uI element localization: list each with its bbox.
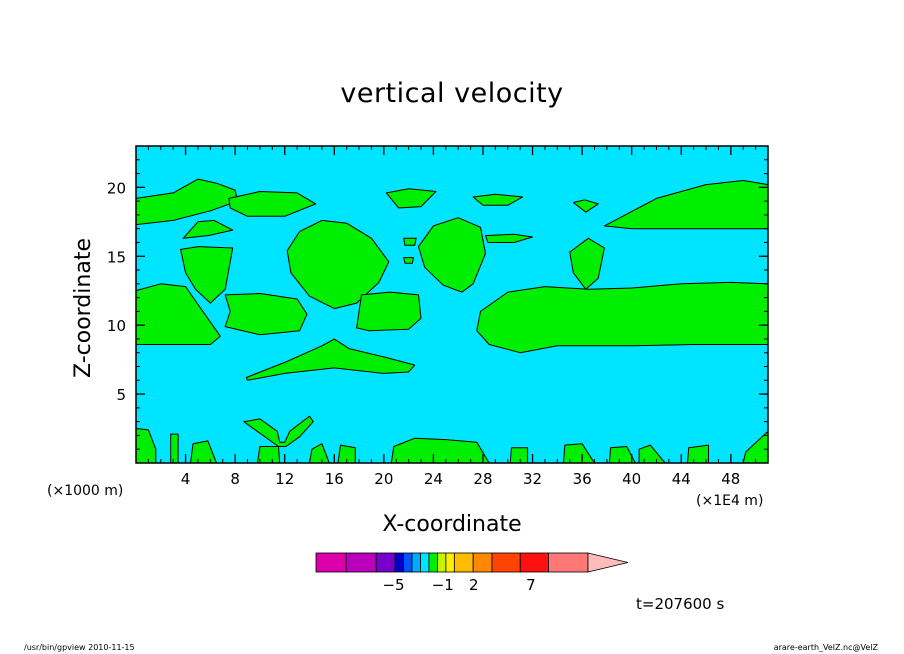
- colorbar-swatch: [519, 552, 549, 573]
- colorbar-swatch: [345, 552, 377, 573]
- contour-region-13: [485, 233, 533, 243]
- colorbar-label: 7: [526, 576, 536, 594]
- x-tick-label: 40: [622, 470, 641, 488]
- colorbar-swatch: [453, 552, 474, 573]
- footer-right: arare-earth_VelZ.nc@VelZ: [773, 643, 878, 652]
- contour-region-32: [687, 444, 709, 463]
- contour-region-31: [638, 444, 666, 463]
- colorbar-swatch: [403, 552, 413, 573]
- contour-regions: [136, 178, 768, 463]
- x-tick-label: 32: [523, 470, 542, 488]
- contour-region-14: [569, 237, 605, 290]
- x-axis-label: X-coordinate: [382, 512, 522, 537]
- x-tick-label: 4: [181, 470, 191, 488]
- contour-region-33: [742, 430, 768, 463]
- x-tick-label: 8: [230, 470, 240, 488]
- x-axis-unit-right: (×1E4 m): [696, 493, 764, 509]
- y-tick-label: 15: [107, 248, 126, 266]
- colorbar-swatch: [428, 552, 438, 573]
- colorbar-swatch: [445, 552, 455, 573]
- contour-region-28: [509, 447, 529, 463]
- time-label: t=207600 s: [636, 595, 725, 613]
- colorbar-swatch: [375, 552, 396, 573]
- contour-region-30: [608, 446, 636, 463]
- contour-region-26: [337, 444, 356, 463]
- contour-region-11: [403, 237, 417, 246]
- contour-region-19: [245, 338, 416, 381]
- contour-region-2: [228, 191, 317, 217]
- x-tick-label: 28: [473, 470, 492, 488]
- contour-region-1: [136, 178, 239, 226]
- x-tick-label: 12: [275, 470, 294, 488]
- contour-region-21: [136, 428, 157, 463]
- colorbar-swatch: [491, 552, 521, 573]
- y-tick-label: 10: [107, 317, 126, 335]
- contour-region-24: [256, 446, 281, 463]
- colorbar-extend-arrow: [587, 552, 629, 573]
- x-tick-label: 24: [424, 470, 443, 488]
- y-axis-label: Z-coordinate: [71, 238, 96, 378]
- contour-region-27: [390, 437, 490, 463]
- colorbar: −5 −1 2 7: [315, 552, 629, 594]
- contour-region-15: [136, 283, 221, 345]
- chart-title: vertical velocity: [340, 78, 564, 109]
- y-tick-label: 20: [107, 179, 126, 197]
- x-tick-label: 48: [721, 470, 740, 488]
- contour-region-25: [309, 443, 330, 463]
- contour-region-16: [224, 293, 308, 336]
- colorbar-label: 2: [469, 576, 479, 594]
- contour-region-29: [563, 443, 595, 463]
- contour-region-18: [476, 281, 768, 354]
- colorbar-swatch: [315, 552, 347, 573]
- plot-frame: [135, 145, 769, 464]
- contour-region-23: [190, 440, 217, 463]
- plot-area: [136, 146, 768, 463]
- colorbar-swatch: [472, 552, 493, 573]
- x-tick-label: 44: [672, 470, 691, 488]
- contour-region-22: [170, 433, 179, 463]
- contour-region-7: [182, 219, 234, 239]
- contour-region-8: [180, 246, 234, 304]
- x-tick-label: 20: [374, 470, 393, 488]
- x-axis-unit-left: (×1000 m): [47, 483, 124, 499]
- colorbar-swatch: [394, 552, 404, 573]
- contour-region-17: [356, 291, 422, 332]
- footer-left: /usr/bin/gpview 2010-11-15: [24, 643, 135, 652]
- colorbar-swatch: [437, 552, 447, 573]
- x-tick-label: 16: [325, 470, 344, 488]
- y-tick-label: 5: [116, 386, 126, 404]
- contour-region-5: [572, 199, 599, 213]
- contour-region-20: [243, 415, 314, 447]
- contour-region-9: [286, 219, 390, 310]
- contour-region-12: [403, 257, 415, 264]
- colorbar-label: −1: [432, 576, 454, 594]
- colorbar-swatch: [548, 552, 589, 573]
- contour-region-6: [603, 180, 768, 230]
- contour-region-3: [385, 188, 437, 209]
- colorbar-swatch: [420, 552, 430, 573]
- contour-region-10: [418, 217, 486, 293]
- colorbar-label: −5: [382, 576, 404, 594]
- contour-region-4: [472, 193, 524, 206]
- colorbar-swatch: [411, 552, 421, 573]
- x-tick-label: 36: [573, 470, 592, 488]
